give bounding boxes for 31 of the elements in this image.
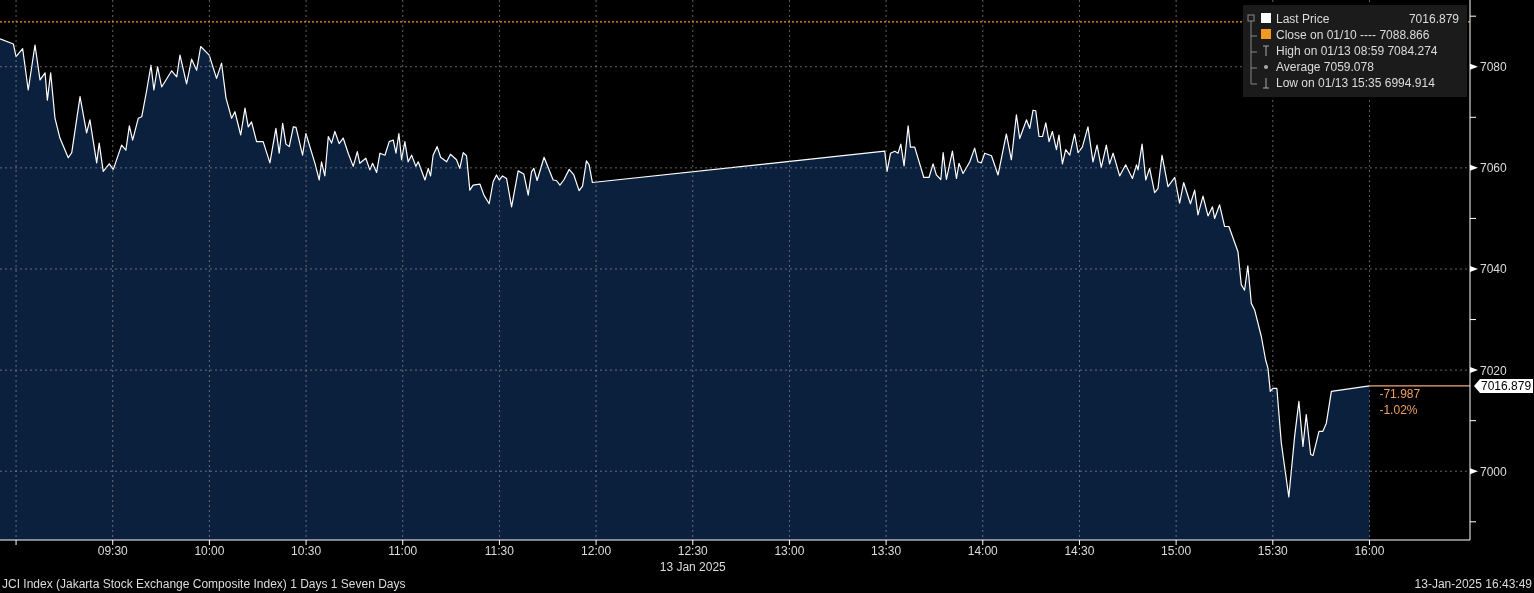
y-tick-label: 7020 (1480, 363, 1508, 378)
ref-line-label: 7016.879 (1481, 379, 1532, 394)
annotation: -71.987 (1379, 387, 1421, 401)
y-tick-label: 7060 (1480, 161, 1508, 176)
annotation: 7016.879 (1408, 12, 1460, 26)
x-tick-label: 12:00 (581, 544, 612, 558)
x-axis-title: 13 Jan 2025 (659, 560, 727, 574)
x-tick-label: 13:30 (871, 544, 902, 558)
annotation: High on 01/13 08:59 7084.274 (1276, 44, 1438, 58)
y-tick-label: 7000 (1480, 464, 1508, 479)
x-tick-label: 15:30 (1257, 544, 1289, 558)
y-tick-label: 7080 (1480, 60, 1508, 75)
x-tick-label: 15:00 (1161, 544, 1192, 558)
x-tick-label: 14:00 (967, 544, 999, 558)
annotation: Low on 01/13 15:35 6994.914 (1276, 76, 1436, 90)
legend-label: Last Price (1276, 12, 1330, 26)
legend-label: Close on 01/10 ---- 7088.866 (1276, 28, 1430, 42)
x-tick-label: 11:00 (388, 544, 418, 558)
x-tick-label: 10:00 (194, 544, 225, 558)
x-tick-label: 12:30 (677, 544, 709, 558)
x-tick-label: 14:30 (1064, 544, 1095, 558)
x-tick-label: 11:30 (484, 544, 515, 558)
text: 13-Jan-2025 16:43:49 (1414, 577, 1533, 591)
y-tick-label: 7040 (1480, 262, 1508, 277)
x-tick-label: 13:00 (774, 544, 805, 558)
x-tick-label: 10:30 (291, 544, 322, 558)
x-tick-label: 09:30 (97, 544, 129, 558)
annotation: -1.02% (1379, 403, 1418, 417)
text: JCI Index (Jakarta Stock Exchange Composite Index) 1 Days 1 Seven Days (2, 577, 406, 591)
x-tick-label: 16:00 (1354, 544, 1385, 558)
annotation: Average 7059.078 (1276, 60, 1375, 74)
